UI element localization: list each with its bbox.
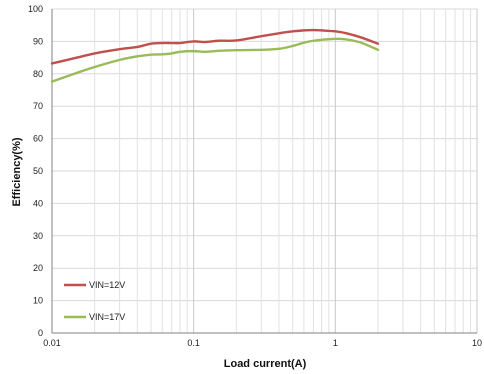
y-tick-label: 80 (33, 69, 43, 79)
series-line-2 (50, 37, 380, 83)
y-axis-title: Efficiency(%) (11, 137, 23, 206)
y-tick-label: 90 (33, 36, 43, 46)
y-tick-label: 50 (33, 166, 43, 176)
data-series (50, 28, 380, 83)
x-tick-label: 1 (333, 338, 338, 348)
y-tick-label: 60 (33, 134, 43, 144)
y-tick-label: 0 (38, 328, 43, 338)
y-tick-label: 20 (33, 263, 43, 273)
y-tick-label: 100 (28, 4, 43, 14)
x-tick-label: 0.01 (43, 338, 61, 348)
x-tick-labels: 0.01 0.1 1 10 (43, 338, 482, 348)
y-tick-label: 40 (33, 198, 43, 208)
y-tick-label: 30 (33, 231, 43, 241)
x-tick-label: 0.1 (187, 338, 200, 348)
y-tick-label: 70 (33, 101, 43, 111)
x-tick-label: 10 (472, 338, 482, 348)
y-tick-labels: 0 10 20 30 40 50 60 70 80 90 100 (28, 4, 43, 338)
legend-label: VIN=12V (89, 280, 125, 290)
legend: VIN=12V VIN=17V (64, 280, 125, 322)
legend-label: VIN=17V (89, 312, 125, 322)
x-axis-title: Load current(A) (224, 358, 307, 370)
series-line-1 (50, 28, 380, 65)
y-tick-label: 10 (33, 296, 43, 306)
